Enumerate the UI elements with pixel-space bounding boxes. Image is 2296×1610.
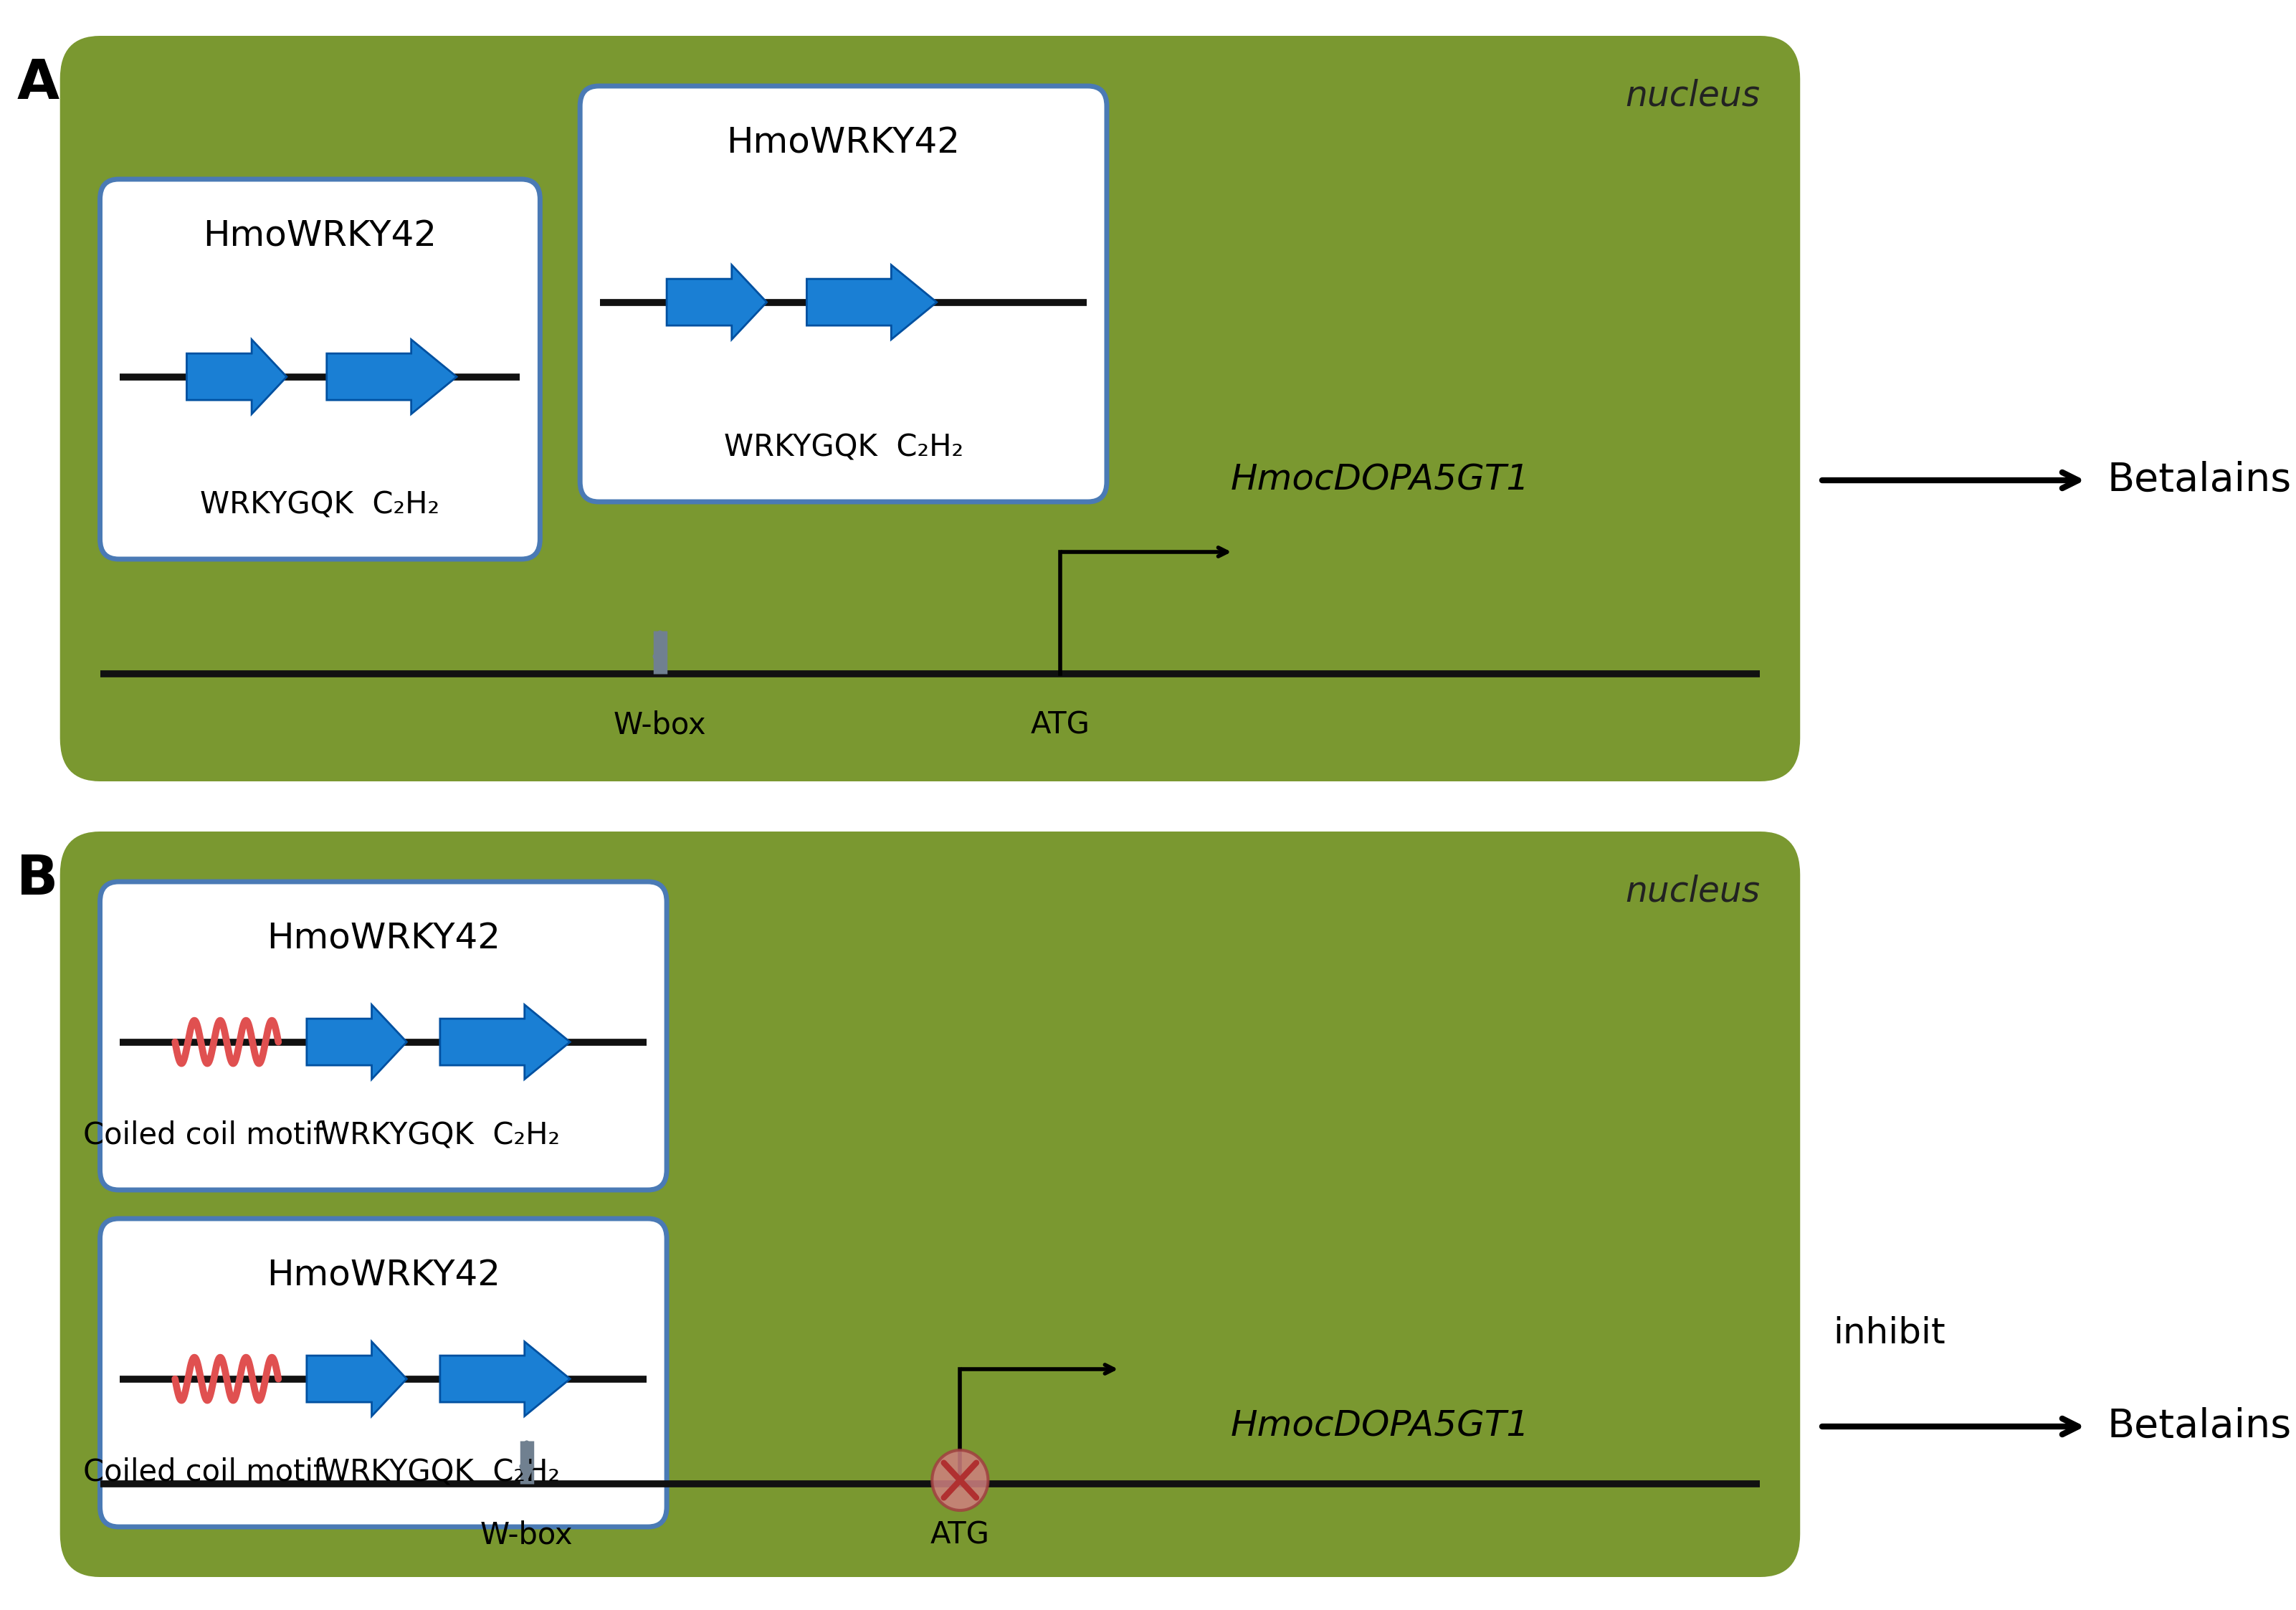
Polygon shape bbox=[441, 1341, 569, 1417]
Text: HmocDOPA5GT1: HmocDOPA5GT1 bbox=[1231, 464, 1529, 497]
Text: ATG: ATG bbox=[930, 1520, 990, 1550]
FancyBboxPatch shape bbox=[581, 85, 1107, 502]
Text: ATG: ATG bbox=[1031, 710, 1091, 739]
FancyBboxPatch shape bbox=[101, 882, 666, 1190]
Text: Betalains: Betalains bbox=[2108, 1407, 2291, 1446]
Text: A: A bbox=[16, 58, 60, 111]
Text: Betalains: Betalains bbox=[2108, 460, 2291, 499]
Polygon shape bbox=[806, 266, 937, 340]
Text: B: B bbox=[16, 853, 57, 906]
Text: HmoWRKY42: HmoWRKY42 bbox=[266, 921, 501, 955]
Text: WRKYGQK  C₂H₂: WRKYGQK C₂H₂ bbox=[319, 1121, 560, 1151]
FancyBboxPatch shape bbox=[60, 35, 1800, 781]
Polygon shape bbox=[666, 266, 767, 340]
Text: W-box: W-box bbox=[613, 710, 707, 739]
Text: WRKYGQK  C₂H₂: WRKYGQK C₂H₂ bbox=[723, 431, 962, 462]
Text: W-box: W-box bbox=[480, 1520, 574, 1550]
Text: WRKYGQK  C₂H₂: WRKYGQK C₂H₂ bbox=[200, 489, 441, 520]
Text: inhibit: inhibit bbox=[1835, 1315, 1945, 1351]
Text: HmocDOPA5GT1: HmocDOPA5GT1 bbox=[1231, 1409, 1529, 1444]
Polygon shape bbox=[308, 1341, 406, 1417]
Text: Coiled coil motif: Coiled coil motif bbox=[83, 1121, 324, 1151]
Text: HmoWRKY42: HmoWRKY42 bbox=[726, 126, 960, 159]
FancyBboxPatch shape bbox=[60, 831, 1800, 1578]
Circle shape bbox=[932, 1451, 987, 1510]
Text: HmoWRKY42: HmoWRKY42 bbox=[202, 219, 436, 253]
FancyBboxPatch shape bbox=[101, 1219, 666, 1526]
Polygon shape bbox=[441, 1005, 569, 1079]
Polygon shape bbox=[308, 1005, 406, 1079]
Polygon shape bbox=[326, 340, 457, 414]
Text: WRKYGQK  C₂H₂: WRKYGQK C₂H₂ bbox=[319, 1457, 560, 1488]
Polygon shape bbox=[186, 340, 287, 414]
FancyBboxPatch shape bbox=[101, 179, 540, 559]
Text: nucleus: nucleus bbox=[1626, 79, 1761, 113]
Text: Coiled coil motif: Coiled coil motif bbox=[83, 1457, 324, 1488]
Text: HmoWRKY42: HmoWRKY42 bbox=[266, 1257, 501, 1293]
Text: nucleus: nucleus bbox=[1626, 874, 1761, 910]
